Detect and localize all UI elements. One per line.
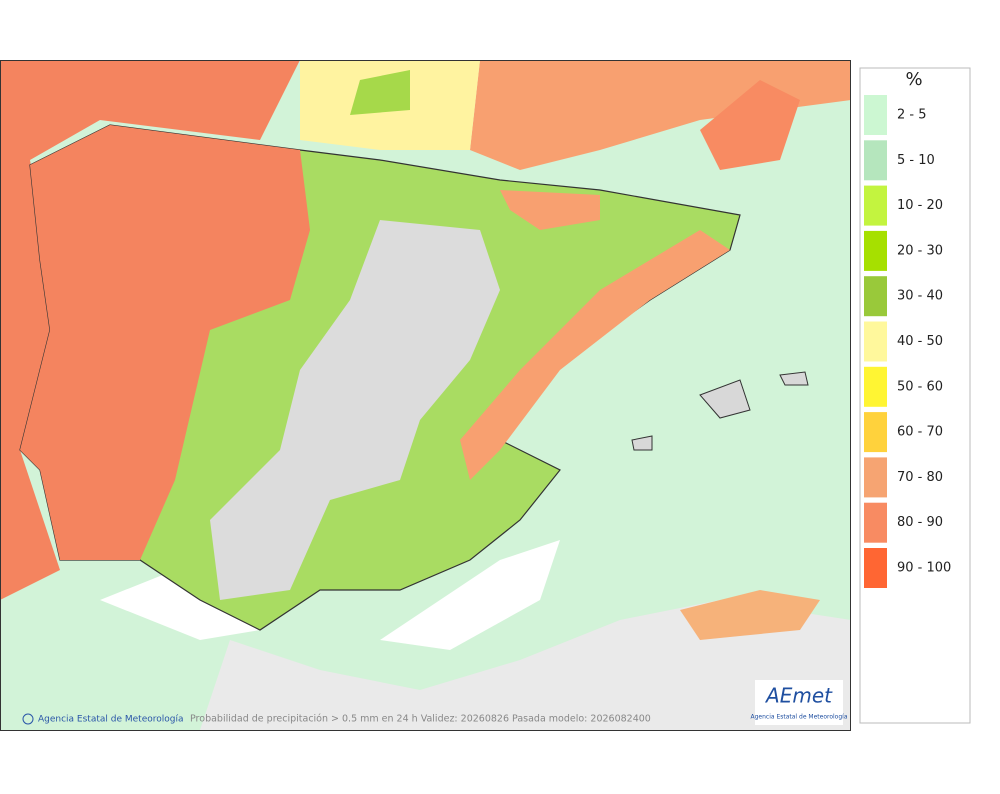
- legend-swatch: [864, 230, 887, 271]
- clear-zone: [380, 540, 560, 650]
- legend-swatch: [864, 95, 887, 135]
- legend-label: 2 - 5: [897, 108, 927, 123]
- logo-subtitle: Agencia Estatal de Meteorología: [751, 714, 848, 721]
- gulf-lion: [700, 80, 800, 170]
- clear-zone: [100, 560, 260, 640]
- west-iberia: [20, 125, 310, 560]
- legend-swatch: [864, 366, 887, 407]
- legend-label: 30 - 40: [897, 289, 943, 304]
- logo-name: AEmet: [764, 684, 833, 708]
- mallorca: [699, 379, 751, 419]
- legend-swatch: [864, 140, 887, 181]
- legend-swatch: [864, 548, 887, 588]
- legend-label: 70 - 80: [897, 470, 943, 485]
- legend-label: 5 - 10: [897, 153, 935, 168]
- legend-swatch: [864, 412, 887, 453]
- map: [0, 60, 851, 730]
- copyright-icon: [22, 713, 34, 725]
- legend-label: 80 - 90: [897, 515, 943, 530]
- legend-swatch: [864, 321, 887, 362]
- map-border: [0, 60, 851, 731]
- legend-swatch: [864, 276, 887, 317]
- legend-swatch: [864, 502, 887, 543]
- legend-label: 10 - 20: [897, 198, 943, 213]
- legend-label: 60 - 70: [897, 425, 943, 440]
- alboran-band: [680, 590, 820, 640]
- central-dry: [210, 220, 500, 600]
- menorca: [779, 371, 809, 386]
- caption: Probabilidad de precipitación > 0.5 mm e…: [190, 714, 651, 725]
- africa: [200, 600, 851, 730]
- cantabrian-green: [350, 70, 410, 115]
- legend-label: 90 - 100: [897, 561, 951, 576]
- agency-credit: Agencia Estatal de Meteorología: [38, 715, 184, 725]
- legend-swatch: [864, 185, 887, 226]
- legend-label: 40 - 50: [897, 334, 943, 349]
- legend-swatch: [864, 457, 887, 498]
- legend-label: 50 - 60: [897, 379, 943, 394]
- legend-label: 20 - 30: [897, 243, 943, 258]
- east-range: [460, 230, 730, 480]
- ibiza: [631, 435, 653, 451]
- legend-title: %: [905, 69, 922, 90]
- pyrenees: [500, 190, 600, 230]
- logo-box: [755, 680, 843, 725]
